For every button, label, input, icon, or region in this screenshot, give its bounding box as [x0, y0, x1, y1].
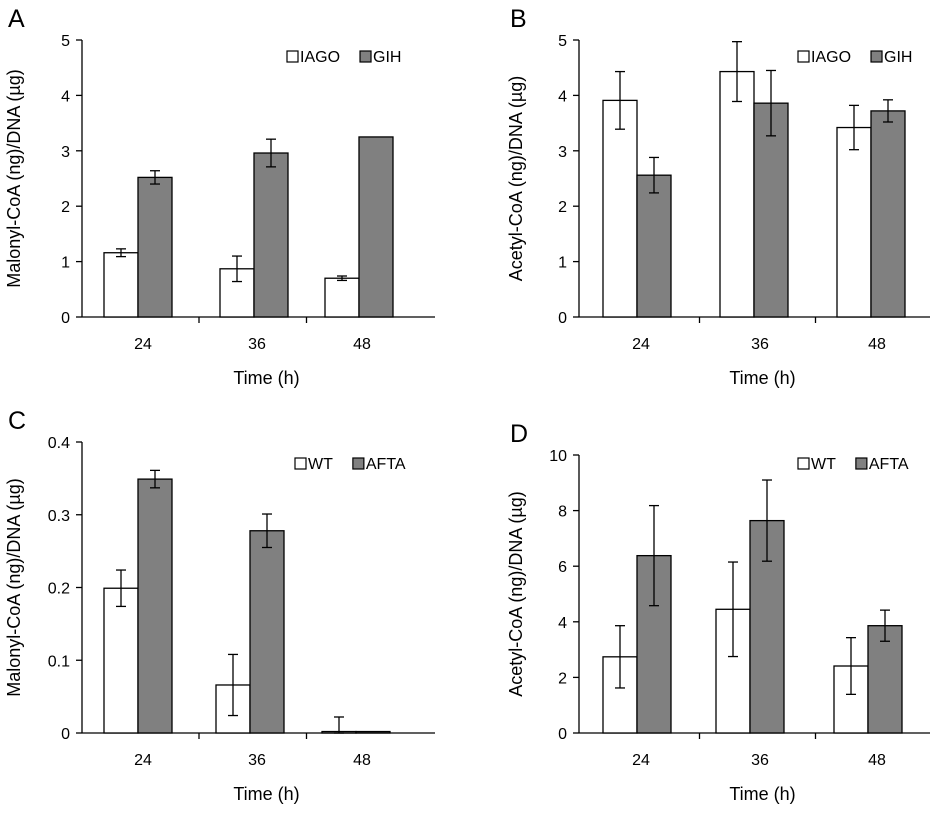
panel-a-bar-gih — [358, 136, 394, 318]
panel-b-y-tick-label: 3 — [558, 144, 567, 161]
panel-a-legend-swatch-gih — [359, 50, 372, 63]
panel-c-bar-afta — [355, 730, 391, 734]
panel-c-x-tick-label: 48 — [353, 752, 371, 769]
panel-d-letter: D — [510, 420, 528, 448]
panel-b-y-tick-label: 0 — [558, 310, 567, 327]
panel-c-y-axis-title: Malonyl-CoA (ng)/DNA (µg) — [4, 478, 24, 696]
panel-a-x-axis-title: Time (h) — [233, 368, 299, 388]
panel-d-y-tick-label: 4 — [558, 615, 567, 632]
panel-b-legend-label-gih: GIH — [884, 49, 912, 66]
panel-a-legend-label-gih: GIH — [373, 49, 401, 66]
panel-c-x-tick-label: 36 — [248, 752, 266, 769]
panel-d-y-tick-label: 10 — [549, 448, 567, 465]
panel-a-y-axis-title: Malonyl-CoA (ng)/DNA (µg) — [4, 69, 24, 287]
panel-b-letter: B — [510, 5, 527, 33]
panel-a-letter: A — [8, 5, 25, 33]
panel-b-legend-swatch-iago — [797, 50, 810, 63]
panel-c-bar-afta — [249, 530, 285, 734]
panel-b-bar-iago — [602, 99, 638, 318]
panel-a-x-tick-label: 24 — [134, 336, 152, 353]
panel-c-y-tick-label: 0 — [61, 726, 70, 743]
panel-d-y-tick-label: 2 — [558, 670, 567, 687]
panel-a-legend-label-iago: IAGO — [300, 49, 340, 66]
panel-d-x-tick-label: 36 — [751, 752, 769, 769]
panel-a-y-tick-label: 2 — [61, 199, 70, 216]
panel-c-letter: C — [8, 407, 26, 435]
panel-d-x-tick-label: 24 — [632, 752, 650, 769]
panel-b-legend-swatch-gih — [870, 50, 883, 63]
panel-c-x-axis-title: Time (h) — [233, 784, 299, 804]
panel-a-x-tick-label: 36 — [248, 336, 266, 353]
panel-b-bar-iago — [719, 70, 755, 318]
panel-b-bar-iago — [836, 126, 872, 318]
panel-c-legend-label-afta: AFTA — [366, 456, 406, 473]
panel-b-x-axis-title: Time (h) — [729, 368, 795, 388]
panel-a-y-tick-label: 1 — [61, 255, 70, 272]
panel-a-bar-iago — [103, 252, 139, 318]
panel-c-y-tick-label: 0.2 — [48, 581, 70, 598]
panel-d-y-tick-label: 0 — [558, 726, 567, 743]
panel-d-legend-label-afta: AFTA — [869, 456, 909, 473]
panel-c-y-tick-label: 0.4 — [48, 435, 70, 452]
panel-a-y-tick-label: 4 — [61, 88, 70, 105]
panel-c-x-tick-label: 24 — [134, 752, 152, 769]
panel-b-y-tick-label: 5 — [558, 33, 567, 50]
panel-c-y-tick-label: 0.3 — [48, 508, 70, 525]
panel-a-y-tick-label: 3 — [61, 144, 70, 161]
panel-c-legend-label-wt: WT — [308, 456, 333, 473]
panel-c-bar-wt — [103, 587, 139, 734]
panel-a-y-tick-label: 5 — [61, 33, 70, 50]
panel-d-legend-swatch-wt — [797, 457, 810, 470]
panel-c-y-tick-label: 0.1 — [48, 653, 70, 670]
panel-b-y-axis-title: Acetyl-CoA (ng)/DNA (µg) — [506, 76, 526, 281]
panel-b-x-tick-label: 48 — [868, 336, 886, 353]
panel-d-y-tick-label: 8 — [558, 504, 567, 521]
panel-c-legend-swatch-afta — [352, 457, 365, 470]
panel-b-legend-label-iago: IAGO — [811, 49, 851, 66]
panel-b-x-tick-label: 24 — [632, 336, 650, 353]
panel-a-y-tick-label: 0 — [61, 310, 70, 327]
panel-b-x-tick-label: 36 — [751, 336, 769, 353]
panel-a-bar-gih — [137, 176, 173, 318]
panel-a-bar-iago — [324, 277, 360, 318]
panel-d-y-tick-label: 6 — [558, 559, 567, 576]
panel-a-bar-gih — [253, 152, 289, 318]
panel-d-x-axis-title: Time (h) — [729, 784, 795, 804]
panel-d-x-tick-label: 48 — [868, 752, 886, 769]
panel-a-x-tick-label: 48 — [353, 336, 371, 353]
panel-c-legend-swatch-wt — [294, 457, 307, 470]
panel-d-legend-label-wt: WT — [811, 456, 836, 473]
panel-b-bar-gih — [870, 110, 906, 318]
panel-b-bar-gih — [753, 102, 789, 318]
panel-b-y-tick-label: 2 — [558, 199, 567, 216]
panel-b-y-tick-label: 4 — [558, 88, 567, 105]
panel-b-bar-gih — [636, 174, 672, 318]
panel-d-y-axis-title: Acetyl-CoA (ng)/DNA (µg) — [506, 491, 526, 696]
panel-b-y-tick-label: 1 — [558, 255, 567, 272]
panel-a-legend-swatch-iago — [286, 50, 299, 63]
panel-c-bar-afta — [137, 478, 173, 734]
panel-d-legend-swatch-afta — [855, 457, 868, 470]
